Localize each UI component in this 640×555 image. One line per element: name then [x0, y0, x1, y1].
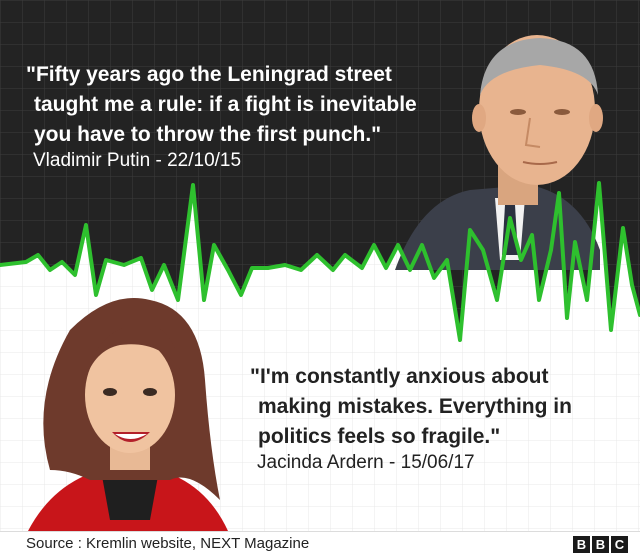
- source-text: Source : Kremlin website, NEXT Magazine: [26, 535, 310, 552]
- putin-portrait: [395, 35, 603, 270]
- putin-quote-line: taught me a rule: if a fight is inevitab…: [34, 93, 417, 116]
- ardern-quote-line: "I'm constantly anxious about: [250, 365, 549, 388]
- putin-quote-line: you have to throw the first punch.": [34, 123, 382, 146]
- ardern-portrait: [28, 298, 228, 531]
- bbc-logo-letter: B: [592, 536, 609, 553]
- bbc-logo-letter: B: [573, 536, 590, 553]
- footer: Source : Kremlin website, NEXT Magazine …: [0, 531, 640, 555]
- ardern-quote-line: making mistakes. Everything in: [258, 395, 572, 418]
- ardern-quote-line: politics feels so fragile.": [258, 425, 501, 448]
- bbc-logo: B B C: [573, 536, 628, 553]
- heartbeat-line: [0, 181, 640, 342]
- putin-attribution: Vladimir Putin - 22/10/15: [33, 150, 242, 171]
- putin-quote-line: "Fifty years ago the Leningrad street: [26, 63, 392, 86]
- putin-quote: "Fifty years ago the Leningrad street ta…: [26, 60, 466, 150]
- ardern-attribution: Jacinda Ardern - 15/06/17: [257, 452, 475, 473]
- ardern-quote: "I'm constantly anxious about making mis…: [250, 362, 630, 452]
- bbc-logo-letter: C: [611, 536, 628, 553]
